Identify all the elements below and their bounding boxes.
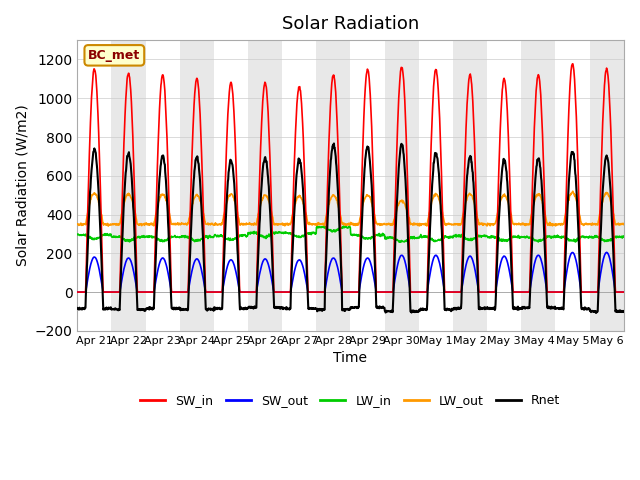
Bar [282,40,316,331]
Bar [351,40,385,331]
Bar [248,40,282,331]
Bar [453,40,487,331]
Bar [385,40,419,331]
Bar [77,40,111,331]
Title: Solar Radiation: Solar Radiation [282,15,419,33]
Bar [145,40,180,331]
Bar [487,40,521,331]
X-axis label: Time: Time [333,351,367,365]
Bar [556,40,589,331]
Bar [521,40,556,331]
Bar [214,40,248,331]
Bar [419,40,453,331]
Bar [316,40,351,331]
Bar [589,40,624,331]
Bar [111,40,145,331]
Legend: SW_in, SW_out, LW_in, LW_out, Rnet: SW_in, SW_out, LW_in, LW_out, Rnet [136,389,566,412]
Y-axis label: Solar Radiation (W/m2): Solar Radiation (W/m2) [15,105,29,266]
Bar [180,40,214,331]
Text: BC_met: BC_met [88,49,140,62]
